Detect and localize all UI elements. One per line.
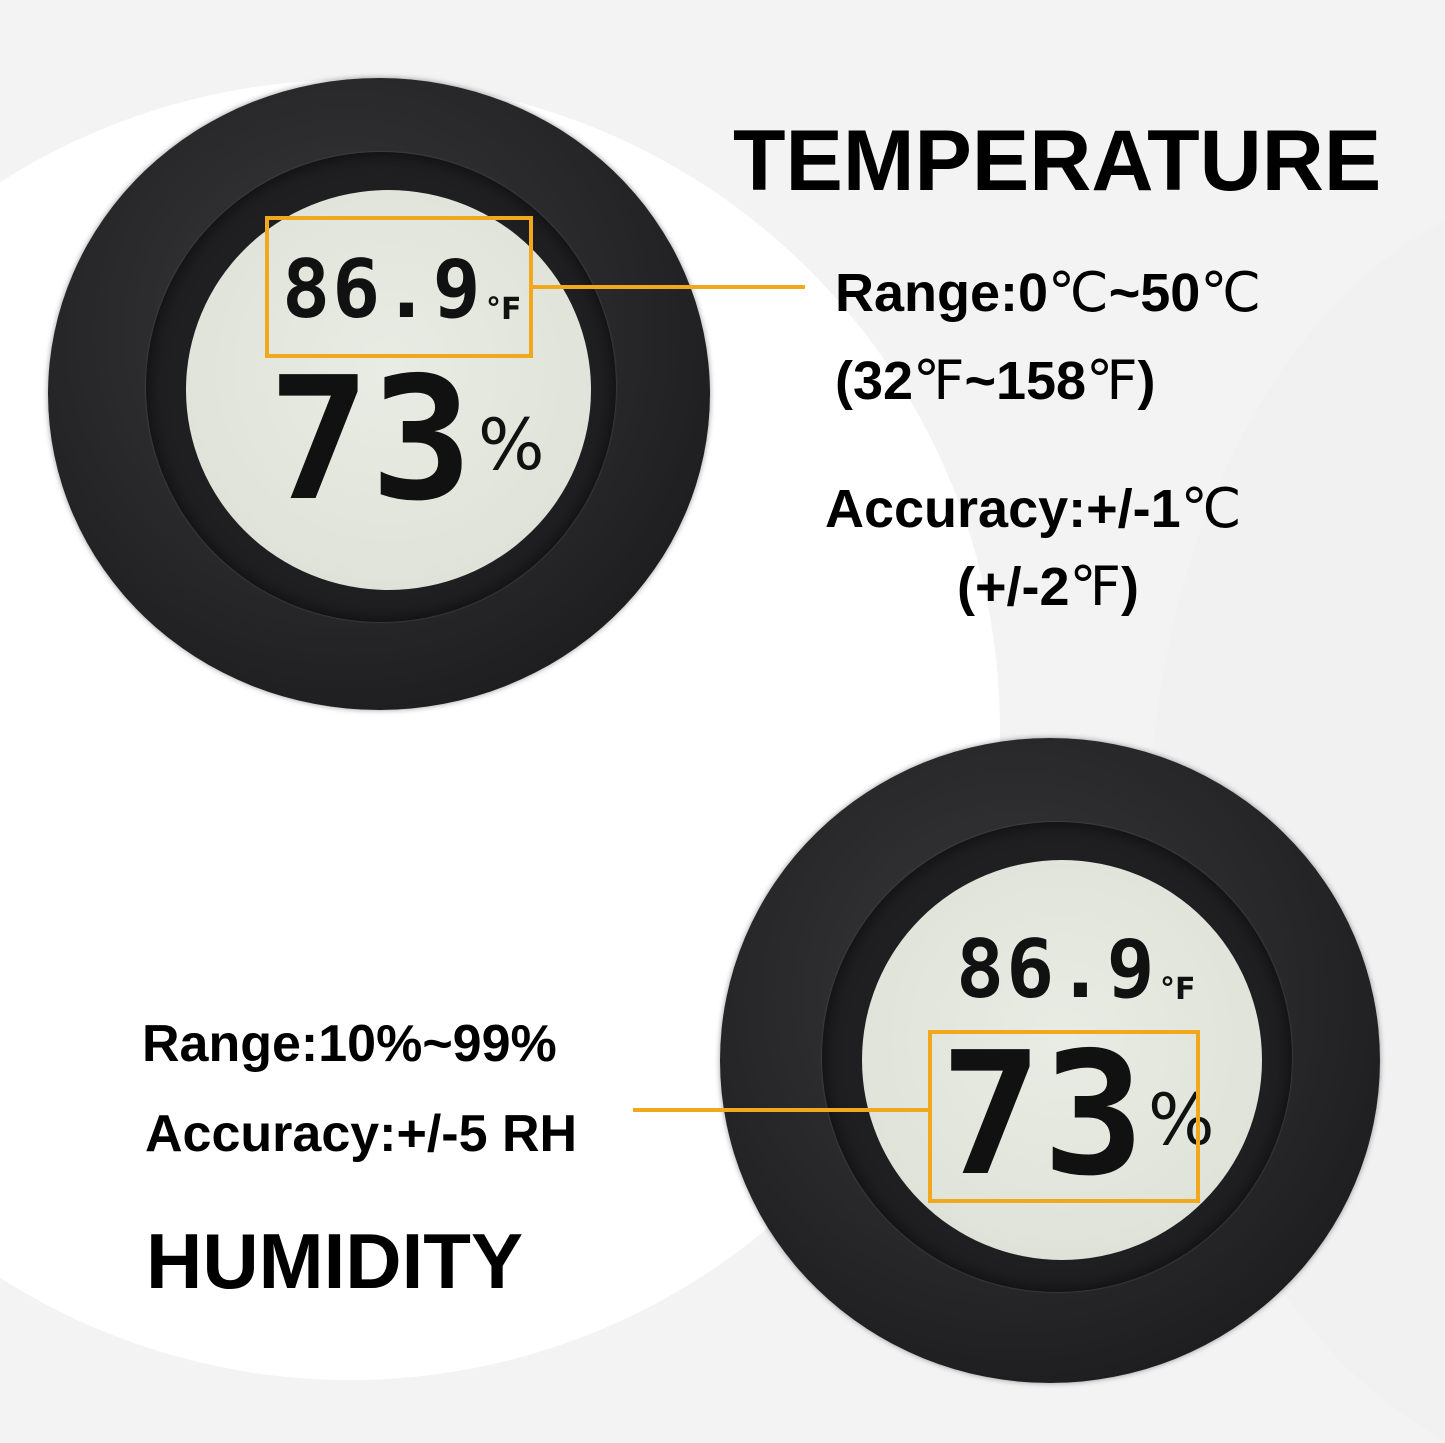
accuracy-prefix: Accuracy:+/-1 (825, 479, 1181, 539)
temperature-title: TEMPERATURE (733, 113, 1382, 209)
lcd-humidity-value: 73 (940, 1016, 1145, 1214)
range-f-max: ~158 (964, 351, 1087, 411)
fahrenheit-symbol: ℉ (1086, 351, 1138, 411)
lcd-temperature-value: 86.9 (956, 923, 1157, 1016)
accuracy-f-close: ) (1120, 557, 1139, 617)
humidity-range: Range:10%~99% (142, 1015, 557, 1073)
range-f-min: (32 (835, 351, 914, 411)
temperature-highlight-box (265, 216, 533, 358)
accuracy-f-value: (+/-2 (957, 557, 1070, 617)
lcd-temperature-value: 86.9 (282, 243, 483, 336)
temperature-leader-line (532, 285, 805, 289)
humidity-accuracy: Accuracy:+/-5 RH (145, 1105, 578, 1163)
lcd-humidity-unit: % (478, 404, 545, 486)
lcd-temperature-unit: °F (486, 292, 522, 327)
humidity-highlight-box (928, 1030, 1200, 1203)
range-f-close: ) (1137, 351, 1156, 411)
temperature-range-celsius: Range:0℃~50℃ (835, 262, 1261, 324)
range-prefix: Range:0 (835, 263, 1049, 323)
lcd-temperature-unit: °F (1160, 972, 1196, 1007)
lcd-screen (186, 190, 591, 590)
range-max: ~50 (1108, 263, 1201, 323)
humidity-title: HUMIDITY (146, 1217, 523, 1305)
humidity-leader-line (633, 1108, 929, 1112)
temperature-accuracy-celsius: Accuracy:+/-1℃ (825, 478, 1241, 540)
lcd-humidity-unit: % (1148, 1079, 1215, 1161)
lcd-humidity-value: 73 (268, 341, 473, 539)
fahrenheit-symbol: ℉ (913, 351, 965, 411)
celsius-symbol: ℃ (1180, 479, 1242, 539)
temperature-accuracy-fahrenheit: (+/-2℉) (957, 556, 1139, 618)
celsius-symbol: ℃ (1048, 263, 1109, 323)
fahrenheit-symbol: ℉ (1069, 557, 1121, 617)
celsius-symbol: ℃ (1200, 263, 1261, 323)
temperature-range-fahrenheit: (32℉~158℉) (835, 350, 1155, 412)
